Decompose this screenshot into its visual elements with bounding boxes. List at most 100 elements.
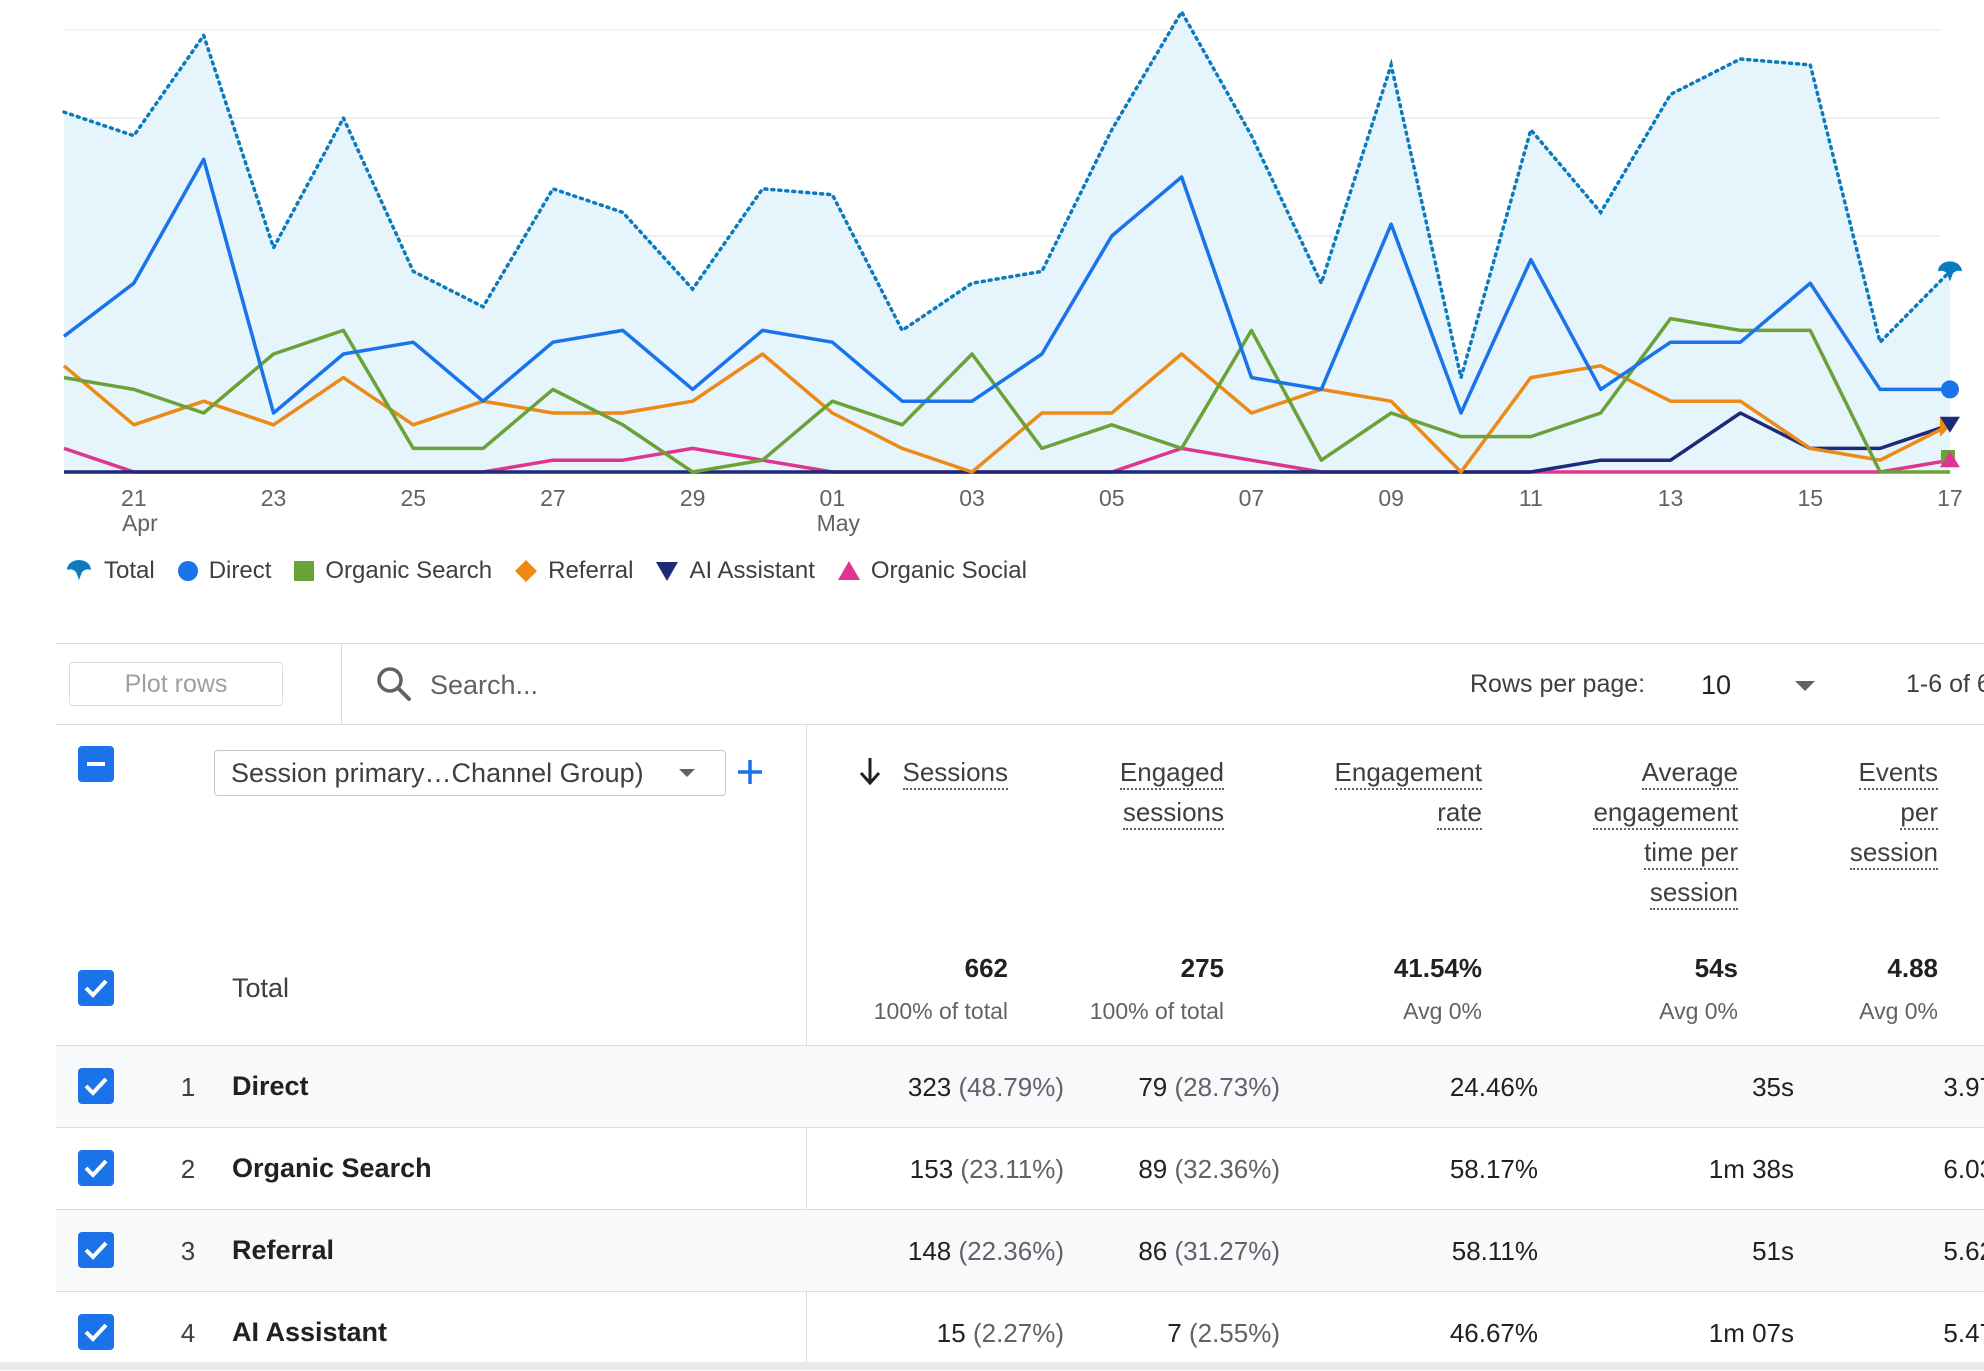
series-line-referral xyxy=(62,352,1951,474)
x-tick-label: 15 xyxy=(1797,485,1823,511)
row-name[interactable]: Organic Search xyxy=(232,1153,432,1183)
row-engagement-rate: 58.17% xyxy=(1449,1154,1538,1184)
x-tick-label: 21 xyxy=(121,485,147,511)
dimension-label: Session primary…Channel Group) xyxy=(231,758,644,788)
total-avg-engagement-time-sub: Avg 0% xyxy=(1659,998,1738,1024)
row-name[interactable]: Referral xyxy=(232,1235,335,1265)
row-checkbox[interactable] xyxy=(78,1150,114,1186)
header-line: Engagement xyxy=(1334,757,1482,790)
sort-descending-icon[interactable] xyxy=(858,756,882,786)
organic-social-end-marker xyxy=(1939,451,1960,468)
x-tick-month-label: Apr xyxy=(122,510,158,536)
table-row[interactable]: 3 Referral 148 (22.36%) 86 (31.27%) 58.1… xyxy=(56,1209,1984,1291)
percent: (31.27%) xyxy=(1174,1236,1281,1266)
value: 323 xyxy=(907,1072,952,1102)
check-icon xyxy=(84,1323,108,1342)
header-line: Average xyxy=(1641,757,1738,790)
header-line: session xyxy=(1849,837,1938,870)
row-engagement-rate: 46.67% xyxy=(1449,1318,1538,1348)
header-engagement-rate[interactable]: Engagement rate xyxy=(1334,752,1482,832)
series-line-direct xyxy=(62,157,1950,415)
search-icon xyxy=(377,667,411,701)
toolbar-divider xyxy=(341,644,342,724)
total-end-marker xyxy=(1937,261,1962,282)
series-line-ai-assistant xyxy=(64,411,1951,474)
row-rank: 4 xyxy=(180,1318,196,1348)
header-line: session xyxy=(1649,877,1738,910)
map-pin-icon xyxy=(67,560,91,580)
x-tick-label: 25 xyxy=(400,485,426,511)
row-rank: 1 xyxy=(180,1072,196,1102)
row-name[interactable]: Direct xyxy=(232,1071,309,1101)
legend-item-ai-assistant[interactable]: AI Assistant xyxy=(655,557,815,585)
header-events-per-session[interactable]: Events per session xyxy=(1849,752,1938,872)
check-icon xyxy=(84,1241,108,1260)
row-engagement-rate: 58.11% xyxy=(1451,1236,1538,1266)
total-sessions: 662 xyxy=(964,953,1008,983)
row-avg-engagement-time: 35s xyxy=(1752,1072,1794,1102)
total-checkbox[interactable] xyxy=(78,970,114,1006)
series-line-total xyxy=(62,8,1952,379)
row-avg-engagement-time: 1m 07s xyxy=(1708,1318,1794,1348)
x-tick-label: 11 xyxy=(1519,485,1543,511)
rows-per-page-select[interactable]: 10 xyxy=(1701,670,1732,700)
x-tick-label: 27 xyxy=(540,485,566,511)
triangle-up-icon xyxy=(837,561,860,580)
header-line: sessions xyxy=(1122,797,1224,830)
row-name[interactable]: AI Assistant xyxy=(232,1317,388,1347)
table-row[interactable]: 2 Organic Search 153 (23.11%) 89 (32.36%… xyxy=(56,1127,1984,1209)
value: 153 xyxy=(909,1154,954,1184)
table-row[interactable]: 4 AI Assistant 15 (2.27%) 7 (2.55%) 46.6… xyxy=(56,1291,1984,1371)
header-avg-engagement-time[interactable]: Average engagement time per session xyxy=(1593,752,1738,912)
legend-label: AI Assistant xyxy=(689,557,815,584)
x-tick-label: 17 xyxy=(1937,485,1963,511)
scroll-shadow xyxy=(0,1362,1984,1370)
dimension-select[interactable]: Session primary…Channel Group) xyxy=(214,750,726,796)
check-icon xyxy=(84,979,108,998)
total-events-per-session-sub: Avg 0% xyxy=(1859,998,1938,1024)
check-icon xyxy=(84,1077,108,1096)
legend-item-referral[interactable]: Referral xyxy=(514,557,633,585)
row-engaged-sessions: 86 (31.27%) xyxy=(1138,1236,1280,1267)
row-checkbox[interactable] xyxy=(78,1232,114,1268)
row-checkbox[interactable] xyxy=(78,1068,114,1104)
circle-icon xyxy=(177,561,198,581)
percent: (2.27%) xyxy=(972,1318,1064,1348)
select-all-checkbox[interactable] xyxy=(78,746,114,782)
legend-item-total[interactable]: Total xyxy=(64,556,155,586)
total-engaged-sessions-sub: 100% of total xyxy=(1089,998,1224,1024)
value: 15 xyxy=(936,1318,966,1348)
chevron-down-icon[interactable] xyxy=(1794,680,1816,692)
legend-label: Total xyxy=(104,557,155,584)
x-tick-label: 03 xyxy=(959,485,985,511)
value: 79 xyxy=(1138,1072,1168,1102)
header-line: Sessions xyxy=(902,757,1008,790)
header-engaged-sessions[interactable]: Engaged sessions xyxy=(1119,752,1224,832)
total-label: Total xyxy=(232,973,290,1003)
row-events-per-session: 6.03 xyxy=(1943,1154,1984,1184)
x-tick-label: 05 xyxy=(1099,485,1125,511)
header-sessions[interactable]: Sessions xyxy=(902,752,1008,792)
plot-rows-button[interactable]: Plot rows xyxy=(69,662,283,706)
add-dimension-icon[interactable] xyxy=(736,752,764,792)
total-engaged-sessions: 275 xyxy=(1180,953,1224,983)
legend-item-organic-social[interactable]: Organic Social xyxy=(837,557,1027,585)
search-input[interactable] xyxy=(428,662,932,708)
row-engaged-sessions: 79 (28.73%) xyxy=(1138,1072,1280,1103)
square-icon xyxy=(294,561,315,581)
row-events-per-session: 3.97 xyxy=(1943,1072,1984,1102)
rows-per-page-label: Rows per page: xyxy=(1470,670,1646,698)
check-icon xyxy=(84,1159,108,1178)
legend-item-organic-search[interactable]: Organic Search xyxy=(293,557,492,585)
row-events-per-session: 5.62 xyxy=(1943,1236,1984,1266)
x-tick-label: 29 xyxy=(680,485,706,511)
legend-item-direct[interactable]: Direct xyxy=(177,557,271,585)
row-sessions: 153 (23.11%) xyxy=(910,1154,1064,1185)
header-line: Events xyxy=(1858,757,1938,790)
triangle-down-icon xyxy=(656,562,679,581)
total-avg-engagement-time: 54s xyxy=(1694,953,1738,983)
legend-label: Organic Social xyxy=(870,557,1027,584)
table-row[interactable]: 1 Direct 323 (48.79%) 79 (28.73%) 24.46%… xyxy=(56,1045,1984,1127)
total-engagement-rate: 41.54% xyxy=(1393,953,1482,983)
row-checkbox[interactable] xyxy=(78,1314,114,1350)
